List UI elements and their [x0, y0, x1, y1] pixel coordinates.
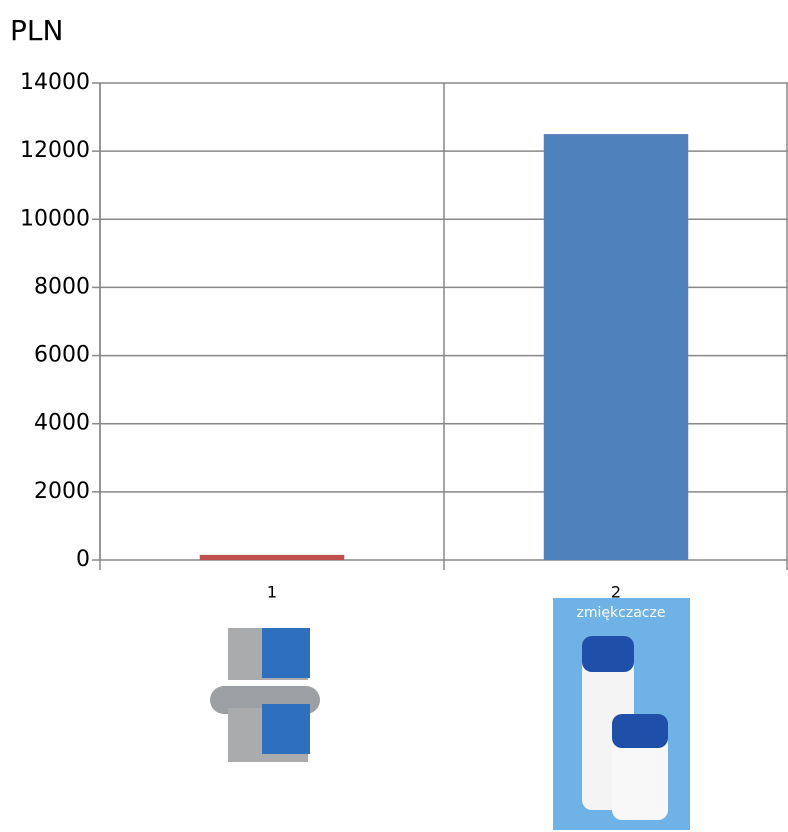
chart-title: PLN [10, 14, 63, 47]
y-tick-label: 0 [76, 547, 90, 572]
x-tick-label: 2 [611, 583, 621, 602]
y-tick-label: 14000 [20, 70, 90, 95]
product-image-1 [210, 628, 320, 762]
block [262, 704, 310, 754]
y-tick-label: 12000 [20, 138, 90, 163]
y-tick-label: 10000 [20, 206, 90, 231]
y-tick-label: 8000 [34, 274, 90, 299]
y-tick-label: 6000 [34, 343, 90, 368]
bar [543, 134, 689, 560]
image-caption: zmiękczacze [577, 605, 666, 621]
product-image-2: zmiękczacze [553, 598, 690, 830]
device-top [612, 714, 668, 748]
block [262, 628, 310, 678]
bar [199, 554, 345, 560]
device-top [582, 636, 634, 672]
x-tick-label: 1 [267, 583, 277, 602]
y-tick-label: 2000 [34, 479, 90, 504]
y-tick-label: 4000 [34, 411, 90, 436]
